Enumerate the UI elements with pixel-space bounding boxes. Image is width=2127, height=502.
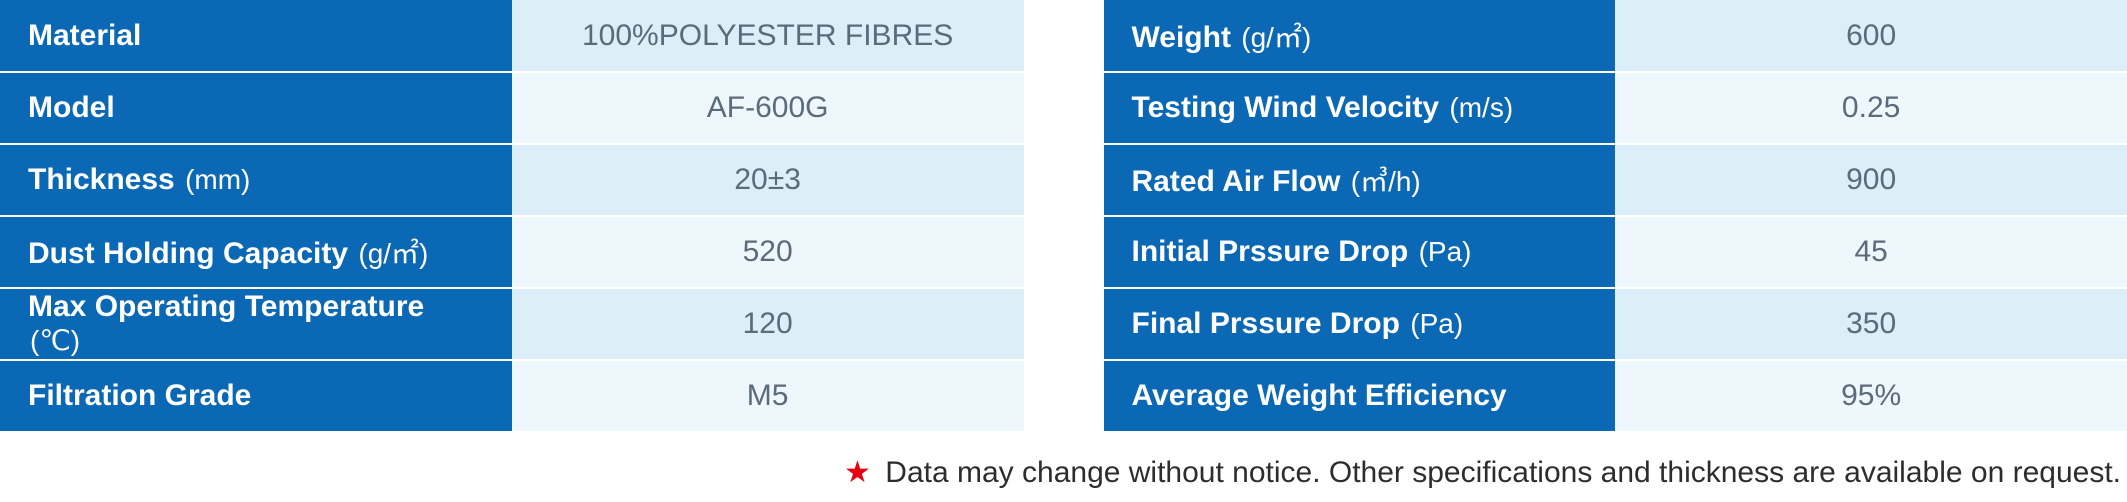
label-unit: (g/㎡) — [358, 238, 428, 269]
table-row: Model AF-600G — [0, 72, 1024, 144]
table-row: Thickness (mm) 20±3 — [0, 144, 1024, 216]
spec-value: 520 — [512, 216, 1024, 288]
table-row: Final Prssure Drop (Pa) 350 — [1104, 288, 2127, 360]
label-text: Initial Prssure Drop — [1132, 235, 1409, 268]
spec-value: 350 — [1615, 288, 2127, 360]
left-spec-table: Material 100%POLYESTER FIBRES Model AF-6… — [0, 0, 1024, 433]
label-unit: (Pa) — [1419, 236, 1472, 267]
footnote: ★ Data may change without notice. Other … — [0, 433, 2127, 490]
spec-tables-wrapper: Material 100%POLYESTER FIBRES Model AF-6… — [0, 0, 2127, 433]
label-text: Rated Air Flow — [1132, 165, 1341, 198]
label-text: Model — [28, 91, 115, 124]
label-unit: (㎥/h) — [1351, 166, 1421, 197]
table-row: Filtration Grade M5 — [0, 360, 1024, 432]
spec-value: 120 — [512, 288, 1024, 360]
label-unit: (Pa) — [1410, 308, 1463, 339]
table-row: Initial Prssure Drop (Pa) 45 — [1104, 216, 2127, 288]
spec-label: Final Prssure Drop (Pa) — [1104, 288, 1616, 360]
spec-value: 0.25 — [1615, 72, 2127, 144]
spec-label: Dust Holding Capacity (g/㎡) — [0, 216, 512, 288]
table-row: Testing Wind Velocity (m/s) 0.25 — [1104, 72, 2127, 144]
label-unit: (g/㎡) — [1241, 22, 1311, 53]
spec-label: Material — [0, 0, 512, 72]
spec-label: Testing Wind Velocity (m/s) — [1104, 72, 1616, 144]
spec-label: Thickness (mm) — [0, 144, 512, 216]
label-unit: (m/s) — [1449, 92, 1513, 123]
table-row: Max Operating Temperature (℃) 120 — [0, 288, 1024, 360]
spec-value: M5 — [512, 360, 1024, 432]
spec-label: Max Operating Temperature (℃) — [0, 288, 512, 360]
spec-value: 100%POLYESTER FIBRES — [512, 0, 1024, 72]
label-unit: (mm) — [185, 164, 250, 195]
spec-label: Average Weight Efficiency — [1104, 360, 1616, 432]
spec-value: 20±3 — [512, 144, 1024, 216]
label-text: Dust Holding Capacity — [28, 237, 348, 270]
spec-value: 600 — [1615, 0, 2127, 72]
table-row: Material 100%POLYESTER FIBRES — [0, 0, 1024, 72]
spec-value: 45 — [1615, 216, 2127, 288]
spec-label: Model — [0, 72, 512, 144]
label-text: Weight — [1132, 21, 1231, 54]
spec-value: AF-600G — [512, 72, 1024, 144]
table-row: Weight (g/㎡) 600 — [1104, 0, 2127, 72]
label-text: Testing Wind Velocity — [1132, 91, 1440, 124]
table-row: Rated Air Flow (㎥/h) 900 — [1104, 144, 2127, 216]
right-spec-table: Weight (g/㎡) 600 Testing Wind Velocity (… — [1104, 0, 2127, 433]
label-unit: (℃) — [30, 325, 80, 356]
label-text: Filtration Grade — [28, 379, 251, 412]
label-text: Average Weight Efficiency — [1132, 379, 1507, 412]
label-text: Max Operating Temperature — [28, 290, 424, 323]
spec-label: Filtration Grade — [0, 360, 512, 432]
label-text: Material — [28, 19, 141, 52]
star-icon: ★ — [844, 456, 871, 489]
label-text: Final Prssure Drop — [1132, 307, 1400, 340]
spec-value: 900 — [1615, 144, 2127, 216]
spec-label: Initial Prssure Drop (Pa) — [1104, 216, 1616, 288]
table-row: Average Weight Efficiency 95% — [1104, 360, 2127, 432]
table-row: Dust Holding Capacity (g/㎡) 520 — [0, 216, 1024, 288]
spec-label: Weight (g/㎡) — [1104, 0, 1616, 72]
footnote-text: Data may change without notice. Other sp… — [885, 456, 2121, 489]
spec-value: 95% — [1615, 360, 2127, 432]
label-text: Thickness — [28, 163, 175, 196]
spec-label: Rated Air Flow (㎥/h) — [1104, 144, 1616, 216]
